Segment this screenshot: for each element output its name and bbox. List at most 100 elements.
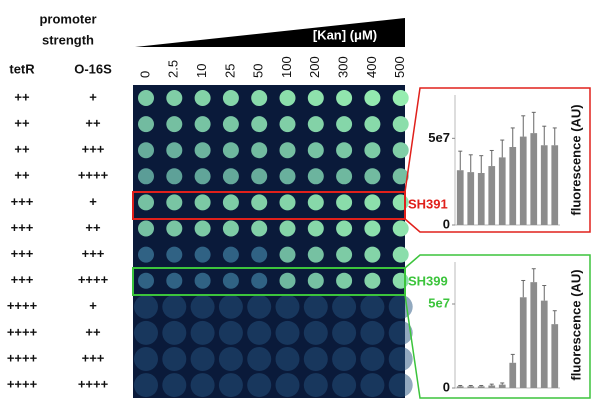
colony [194,246,211,263]
colony [194,220,211,237]
concentration-label: [Kan] (μM) [313,27,377,42]
colony [166,116,183,133]
colony [364,246,381,263]
concentration: 50 [251,64,266,78]
colony [303,373,328,398]
colony [360,320,385,345]
tetr-strength: ++++ [7,298,38,313]
colony [222,142,239,159]
colony [138,220,154,237]
y-axis-label: fluorescence (AU) [568,104,583,215]
tetr-strength: +++ [11,272,34,287]
colony [134,347,158,371]
colony [247,373,272,398]
bar [509,362,517,388]
bar [551,324,559,388]
colony [218,347,243,371]
tetr-strength: ++++ [7,350,38,365]
y-tick-label: 0 [443,379,450,394]
colony [166,90,183,106]
concentration: 2.5 [166,60,181,78]
concentration: 200 [307,56,322,78]
o16s-strength: ++ [85,220,101,235]
colony [190,320,215,345]
callout-green [404,254,591,399]
o16s-strength: ++++ [78,377,109,392]
o16s-strength: + [89,298,97,313]
header-title: strength [42,32,94,47]
colony [279,272,296,289]
colony [388,373,413,398]
colony [222,220,239,237]
tetr-strength: ++ [14,89,30,104]
colony [392,168,409,185]
colony [392,220,409,237]
colony [222,194,239,211]
o16s-strength: + [89,194,97,209]
colony [138,142,154,159]
concentration: 500 [392,56,407,78]
y-tick-label: 5e7 [428,130,450,145]
concentration: 10 [194,64,209,78]
o16s-strength: ++++ [78,272,109,287]
colony [336,220,353,237]
colony [307,272,324,289]
colony [222,272,239,289]
colony [336,246,353,263]
colony [307,116,324,133]
colony [364,194,381,211]
o16s-strength: ++ [85,116,101,131]
tetr-strength: ++++ [7,324,38,339]
colony-image [133,85,405,398]
highlight-green [132,267,406,296]
colony [166,272,183,289]
colony [138,194,154,211]
colony [166,142,183,159]
colony [138,116,154,133]
colony [134,373,158,398]
tetr-strength: ++ [14,116,30,131]
tetr-strength: +++ [11,194,34,209]
colony [303,347,328,371]
concentration: 25 [222,64,237,78]
colony [360,347,385,371]
bar [467,386,475,388]
y-tick-label: 5e7 [428,295,450,310]
colony [138,90,154,106]
colony [251,168,268,185]
bar [551,145,559,225]
colony [392,90,409,106]
colony [307,194,324,211]
colony [392,116,409,133]
bar [530,282,538,388]
colony [364,116,381,133]
colony [251,246,268,263]
colony [279,220,296,237]
bar [540,145,548,225]
bar [477,386,485,388]
colony [194,272,211,289]
colony [162,320,187,345]
colony [138,168,154,185]
o16s-strength: +++ [82,350,105,365]
colony [275,373,300,398]
o16s-strength: ++++ [78,168,109,183]
bar [467,172,475,225]
colony [134,294,158,319]
colony [194,90,211,106]
colony [190,373,215,398]
header-title: promoter [39,11,96,26]
colony [336,168,353,185]
o16s-strength: ++ [85,324,101,339]
colony [190,347,215,371]
colony [279,194,296,211]
annotation: SH391 [408,196,448,211]
colony [392,194,409,211]
tetr-strength: ++ [14,142,30,157]
colony [275,320,300,345]
colony [360,373,385,398]
colony [279,246,296,263]
o16s-strength: +++ [82,142,105,157]
colony [251,90,268,106]
colony [364,272,381,289]
